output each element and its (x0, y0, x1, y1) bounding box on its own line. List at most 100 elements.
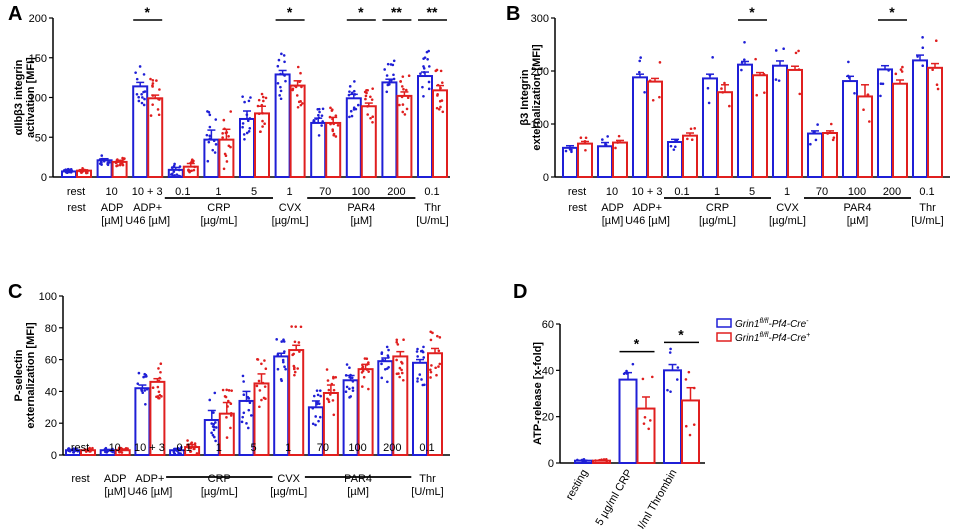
data-point (816, 123, 819, 126)
data-point (140, 389, 144, 392)
data-point (176, 447, 180, 450)
data-point (213, 151, 217, 154)
data-point (332, 413, 336, 417)
data-point (260, 92, 264, 96)
data-point (260, 398, 263, 402)
data-point (314, 415, 317, 418)
bar-cre-plus (253, 382, 270, 457)
bar-cre-minus (273, 355, 290, 457)
group-label: PAR4 (844, 202, 872, 214)
data-point (387, 348, 390, 352)
data-point (157, 97, 160, 101)
data-point (276, 367, 280, 371)
data-point (261, 119, 264, 123)
data-point (584, 460, 587, 463)
data-point (425, 50, 429, 54)
y-tick-label: 150 (29, 53, 47, 65)
group-label: rest (71, 473, 89, 485)
data-point (188, 169, 191, 172)
data-point (439, 69, 443, 73)
data-point (295, 94, 299, 97)
data-point (189, 450, 193, 453)
data-point (584, 136, 588, 140)
data-point (226, 405, 229, 408)
group-label: CVX (776, 202, 799, 214)
data-point (80, 171, 83, 174)
data-point (145, 387, 149, 391)
significance-marker: * (358, 4, 364, 20)
data-point (706, 86, 710, 90)
data-point (643, 90, 646, 94)
group-label: rest (568, 202, 586, 214)
data-point (157, 367, 160, 370)
group-label: [µg/mL] (699, 215, 736, 227)
y-tick-label: 100 (39, 291, 57, 303)
category-label: 200 (387, 186, 405, 198)
data-point (159, 362, 163, 366)
data-point (332, 375, 335, 379)
data-point (116, 164, 119, 167)
legend-entry: Grin1fl/fl-Pf4-Cre+ (735, 332, 810, 344)
data-point (314, 117, 318, 120)
data-point (430, 364, 433, 367)
data-point (631, 362, 635, 366)
group-label: CVX (277, 473, 300, 485)
data-point (284, 79, 287, 83)
group-label: ADP+ (133, 202, 162, 214)
data-point (642, 422, 646, 425)
data-point (179, 452, 182, 455)
category-label: 1 (285, 442, 291, 454)
category-label: 0.1 (424, 186, 439, 198)
data-point (349, 109, 353, 113)
data-point (407, 74, 411, 77)
data-point (416, 377, 419, 380)
category-label: 0.1 (674, 186, 689, 198)
data-point (684, 378, 688, 381)
data-point (208, 113, 212, 117)
data-point (380, 351, 384, 354)
significance-marker: * (144, 4, 150, 20)
data-point (224, 154, 228, 157)
data-point (317, 134, 321, 137)
data-point (141, 391, 145, 395)
data-point (292, 364, 296, 368)
data-point (438, 362, 442, 366)
data-point (157, 113, 161, 117)
group-label: [µM] (350, 215, 372, 227)
y-tick-label: 0 (543, 172, 549, 184)
data-point (401, 110, 405, 114)
data-point (396, 343, 400, 346)
bar-cre-minus (737, 63, 753, 178)
data-point (135, 92, 139, 96)
data-point (141, 96, 144, 99)
data-point (332, 388, 336, 392)
category-label: 1 (216, 442, 222, 454)
data-point (327, 398, 330, 401)
data-point (258, 405, 261, 409)
data-point (402, 87, 405, 91)
data-point (242, 411, 246, 415)
group-label: ADP (101, 202, 124, 214)
data-point (279, 89, 283, 93)
data-point (134, 71, 137, 74)
data-point (156, 395, 160, 398)
data-point (846, 74, 850, 78)
data-point (584, 148, 587, 152)
data-point (362, 375, 366, 379)
data-point (935, 83, 939, 87)
data-point (418, 373, 422, 376)
data-point (348, 85, 352, 88)
data-point (602, 458, 606, 461)
data-point (900, 70, 904, 73)
data-point (422, 94, 425, 98)
data-point (604, 143, 608, 147)
data-point (385, 90, 389, 94)
data-point (315, 402, 319, 406)
data-point (429, 368, 432, 372)
data-point (283, 365, 286, 369)
data-point (227, 134, 230, 138)
data-point (689, 127, 693, 131)
group-label: [µg/mL] (201, 486, 238, 498)
data-point (328, 115, 332, 119)
data-point (158, 88, 161, 91)
